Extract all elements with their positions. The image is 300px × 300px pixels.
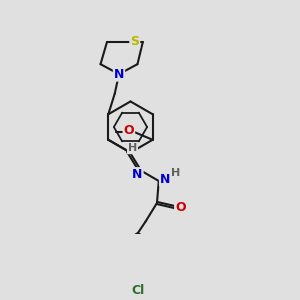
Text: H: H	[171, 168, 180, 178]
Text: N: N	[132, 168, 142, 181]
Text: O: O	[124, 124, 134, 137]
Text: N: N	[160, 173, 170, 186]
Text: N: N	[114, 68, 124, 81]
Text: O: O	[175, 201, 186, 214]
Text: Cl: Cl	[131, 284, 144, 297]
Text: H: H	[128, 143, 137, 153]
Text: S: S	[130, 35, 139, 48]
